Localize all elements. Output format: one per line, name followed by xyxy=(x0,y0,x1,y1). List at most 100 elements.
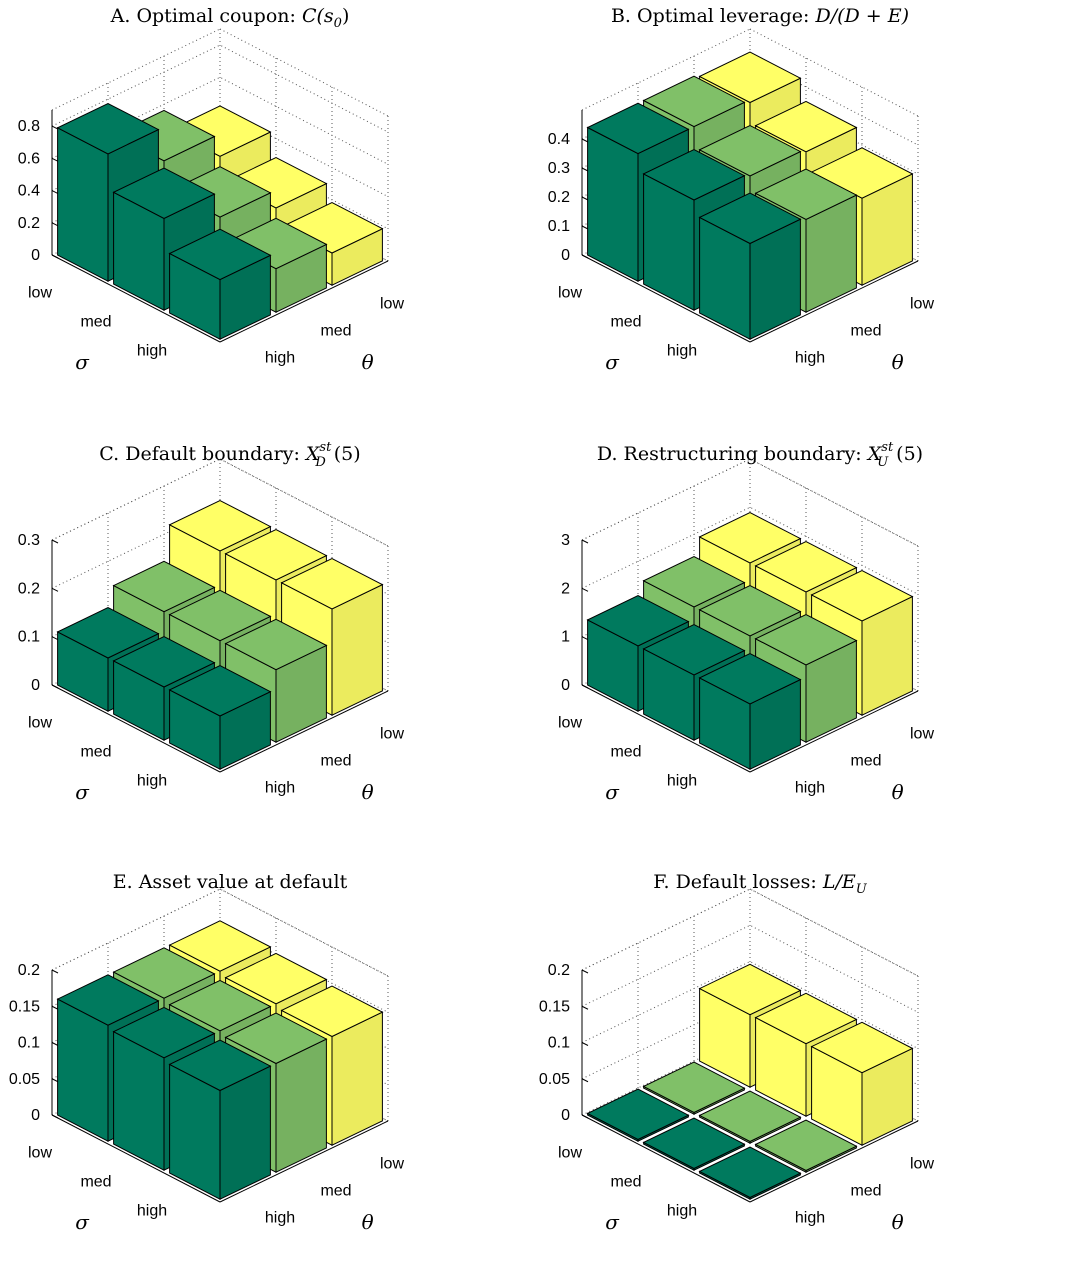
bar-top-face xyxy=(168,979,272,1032)
z-tick-label: 0.1 xyxy=(18,629,40,646)
sigma-tick-label: low xyxy=(558,285,582,302)
sigma-tick-label: high xyxy=(137,1203,167,1220)
bar-top-face xyxy=(224,618,328,671)
bar-top-face xyxy=(698,963,802,1016)
z-tick xyxy=(51,539,59,544)
z-tick-label: 0.3 xyxy=(18,532,40,549)
theta-axis-label: θ xyxy=(362,350,374,374)
bar xyxy=(698,192,802,341)
panel-title: C. Default boundary: Xst D (5) xyxy=(99,440,360,470)
sigma-tick-label: low xyxy=(28,1145,52,1162)
bar-top-face xyxy=(168,499,272,552)
z-tick-label: 3 xyxy=(561,532,570,549)
z-tick xyxy=(581,539,589,544)
z-tick-label: 0 xyxy=(31,677,40,694)
bar-left-face xyxy=(587,126,639,283)
z-tick xyxy=(581,684,589,689)
bar-top-face xyxy=(754,541,858,593)
z-tick-label: 0 xyxy=(561,677,570,694)
panel-title: F. Default losses: L/EU xyxy=(653,871,867,897)
sigma-axis xyxy=(581,1114,751,1203)
theta-axis xyxy=(219,260,389,343)
panel-title: B. Optimal leverage: D/(D + E) xyxy=(611,5,909,27)
bar-top-face xyxy=(280,985,384,1038)
z-tick-label: 0 xyxy=(561,1107,570,1124)
bar-top-face xyxy=(56,607,160,659)
z-tick-label: 0.4 xyxy=(18,183,40,200)
sigma-axis xyxy=(581,254,751,343)
sigma-axis xyxy=(51,684,221,773)
sigma-tick-label: med xyxy=(610,314,641,331)
sigma-tick-label: low xyxy=(28,715,52,732)
chart-panel-d: 0 1 2 3 low med high high med low σ θ D. Restructuri… xyxy=(558,440,934,804)
theta-tick-label: low xyxy=(380,726,404,743)
bar-top-face xyxy=(810,1021,914,1074)
theta-axis-label: θ xyxy=(892,780,904,804)
z-tick xyxy=(51,684,59,689)
bar-top-face xyxy=(56,102,160,155)
sigma-tick-label: high xyxy=(137,343,167,360)
bar xyxy=(698,1146,802,1201)
bar-top-face xyxy=(224,1012,328,1065)
z-tick-label: 0.05 xyxy=(539,1071,570,1088)
bar xyxy=(810,1021,914,1147)
bar-top-face xyxy=(642,1061,746,1114)
bar xyxy=(754,1119,858,1174)
sigma-tick-label: high xyxy=(137,773,167,790)
theta-tick-label: high xyxy=(795,780,825,797)
bar-top-face xyxy=(168,589,272,642)
sigma-tick-label: high xyxy=(667,1203,697,1220)
sigma-tick-label: med xyxy=(80,1174,111,1191)
bar-top-face xyxy=(754,168,858,220)
chart-panel-a: 0 0.2 0.4 0.6 0.8 low med high high med low σ θ A. Op… xyxy=(18,5,405,374)
bar xyxy=(698,1090,802,1145)
theta-tick-label: high xyxy=(795,1210,825,1227)
chart-panel-c: 0 0.1 0.2 0.3 low med high high med low σ θ C. Defau… xyxy=(18,440,405,804)
bar-top-face xyxy=(224,528,328,581)
grid-line xyxy=(581,888,919,977)
bar-top-face xyxy=(698,1090,802,1143)
bar-top-face xyxy=(698,51,802,104)
bar-top-face xyxy=(168,920,272,972)
bar xyxy=(168,665,272,771)
theta-axis xyxy=(749,690,919,773)
bar xyxy=(168,1039,272,1201)
sigma-tick-label: med xyxy=(610,744,641,761)
theta-tick-label: low xyxy=(910,1156,934,1173)
z-tick xyxy=(581,1078,589,1083)
theta-axis-label: θ xyxy=(362,1210,374,1234)
z-tick xyxy=(581,636,589,641)
sigma-tick-label: med xyxy=(80,314,111,331)
chart-panel-b: 0 0.1 0.2 0.3 0.4 low med high high med low σ θ B. Op… xyxy=(548,5,935,374)
sigma-tick-label: med xyxy=(80,744,111,761)
z-tick xyxy=(581,138,589,143)
bar-top-face xyxy=(698,192,802,245)
grid-line xyxy=(581,888,751,971)
z-tick-label: 0.3 xyxy=(548,160,570,177)
bar-top-face xyxy=(754,100,858,153)
theta-tick-label: high xyxy=(265,780,295,797)
bar-top-face xyxy=(112,167,216,219)
bar xyxy=(698,653,802,771)
z-tick-label: 0.2 xyxy=(548,962,570,979)
z-tick xyxy=(581,196,589,201)
theta-axis xyxy=(749,1120,919,1203)
bar xyxy=(642,1061,746,1116)
sigma-tick-label: high xyxy=(667,773,697,790)
z-tick xyxy=(51,190,59,195)
bar-top-face xyxy=(586,595,690,647)
bar-top-face xyxy=(642,75,746,128)
theta-axis-label: θ xyxy=(892,350,904,374)
z-tick xyxy=(581,254,589,259)
theta-tick-label: med xyxy=(850,1183,881,1200)
z-tick xyxy=(581,587,589,592)
z-tick xyxy=(51,1114,59,1119)
bar-top-face xyxy=(112,636,216,688)
z-tick xyxy=(51,157,59,162)
z-tick xyxy=(51,587,59,592)
z-tick-label: 0.2 xyxy=(18,215,40,232)
z-tick-label: 0.4 xyxy=(548,131,570,148)
bar-top-face xyxy=(586,1088,690,1141)
z-tick xyxy=(51,254,59,259)
